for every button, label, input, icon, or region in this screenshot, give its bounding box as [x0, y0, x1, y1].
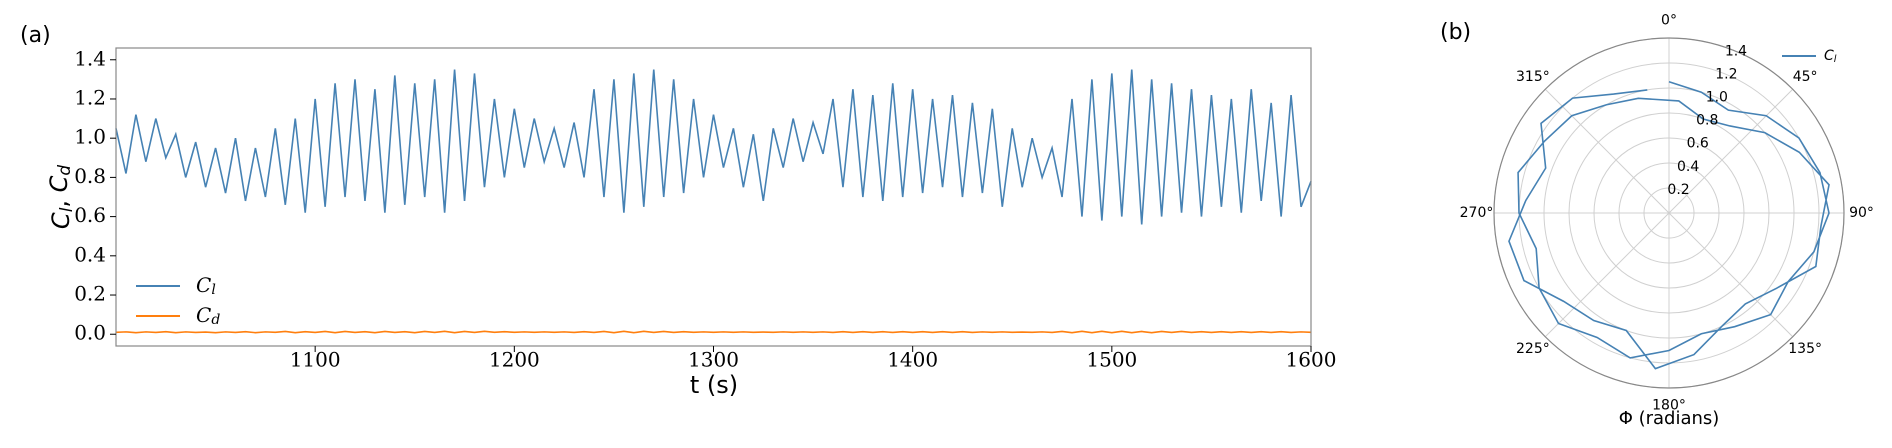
data-line: [1508, 80, 1830, 370]
x-tick-label: 1200: [489, 348, 540, 372]
theta-tick-label: 135°: [1788, 341, 1822, 357]
data-line: [115, 69, 1312, 225]
x-tick-label: 1300: [688, 348, 739, 372]
r-tick-label: 1.4: [1725, 43, 1747, 59]
theta-tick-label: 270°: [1460, 205, 1494, 221]
legend-label: Cd​: [196, 303, 220, 329]
theta-tick-label: 45°: [1793, 69, 1818, 85]
theta-tick-label: 0°: [1661, 13, 1677, 29]
y-tick-label: 1.0: [74, 125, 106, 149]
theta-tick-label: 315°: [1516, 69, 1550, 85]
y-tick-label: 0.2: [74, 282, 106, 306]
grid-spoke: [1668, 212, 1794, 338]
y-tick-label: 1.2: [74, 85, 106, 109]
legend-label: Cl​: [1824, 48, 1837, 65]
y-tick-label: 0.6: [74, 203, 106, 227]
polar-frame: [1493, 37, 1845, 389]
y-axis-label: Cl​, Cd​: [45, 165, 76, 229]
grid-spoke: [1544, 88, 1670, 214]
data-line: [115, 330, 1312, 334]
y-tick-label: 0.4: [74, 242, 106, 266]
r-tick-label: 0.4: [1677, 159, 1699, 175]
y-tick-label: 0.0: [74, 321, 106, 345]
x-tick-label: 1400: [887, 348, 938, 372]
x-tick-label: 1500: [1086, 348, 1137, 372]
panel-label: (a): [20, 23, 51, 48]
theta-tick-label: 180°: [1652, 398, 1686, 414]
r-tick-label: 1.0: [1706, 90, 1728, 106]
theta-tick-label: 90°: [1849, 205, 1874, 221]
x-tick-label: 1100: [290, 348, 341, 372]
x-axis-label: Φ (radians): [1619, 408, 1720, 429]
plot-frame: [115, 47, 1312, 347]
r-tick-label: 0.8: [1696, 113, 1718, 129]
r-tick-label: 0.2: [1667, 182, 1689, 198]
r-tick-label: 1.2: [1715, 66, 1737, 82]
grid-spoke: [1668, 88, 1794, 214]
legend-label: Cl​: [196, 273, 216, 299]
y-tick-label: 1.4: [74, 46, 106, 70]
r-tick-label: 0.6: [1687, 136, 1709, 152]
x-axis-label: t (s): [690, 371, 738, 399]
y-tick-label: 0.8: [74, 164, 106, 188]
x-tick-label: 1600: [1286, 348, 1337, 372]
panel-label: (b): [1440, 20, 1471, 45]
grid-spoke: [1544, 212, 1670, 338]
theta-tick-label: 225°: [1516, 341, 1550, 357]
